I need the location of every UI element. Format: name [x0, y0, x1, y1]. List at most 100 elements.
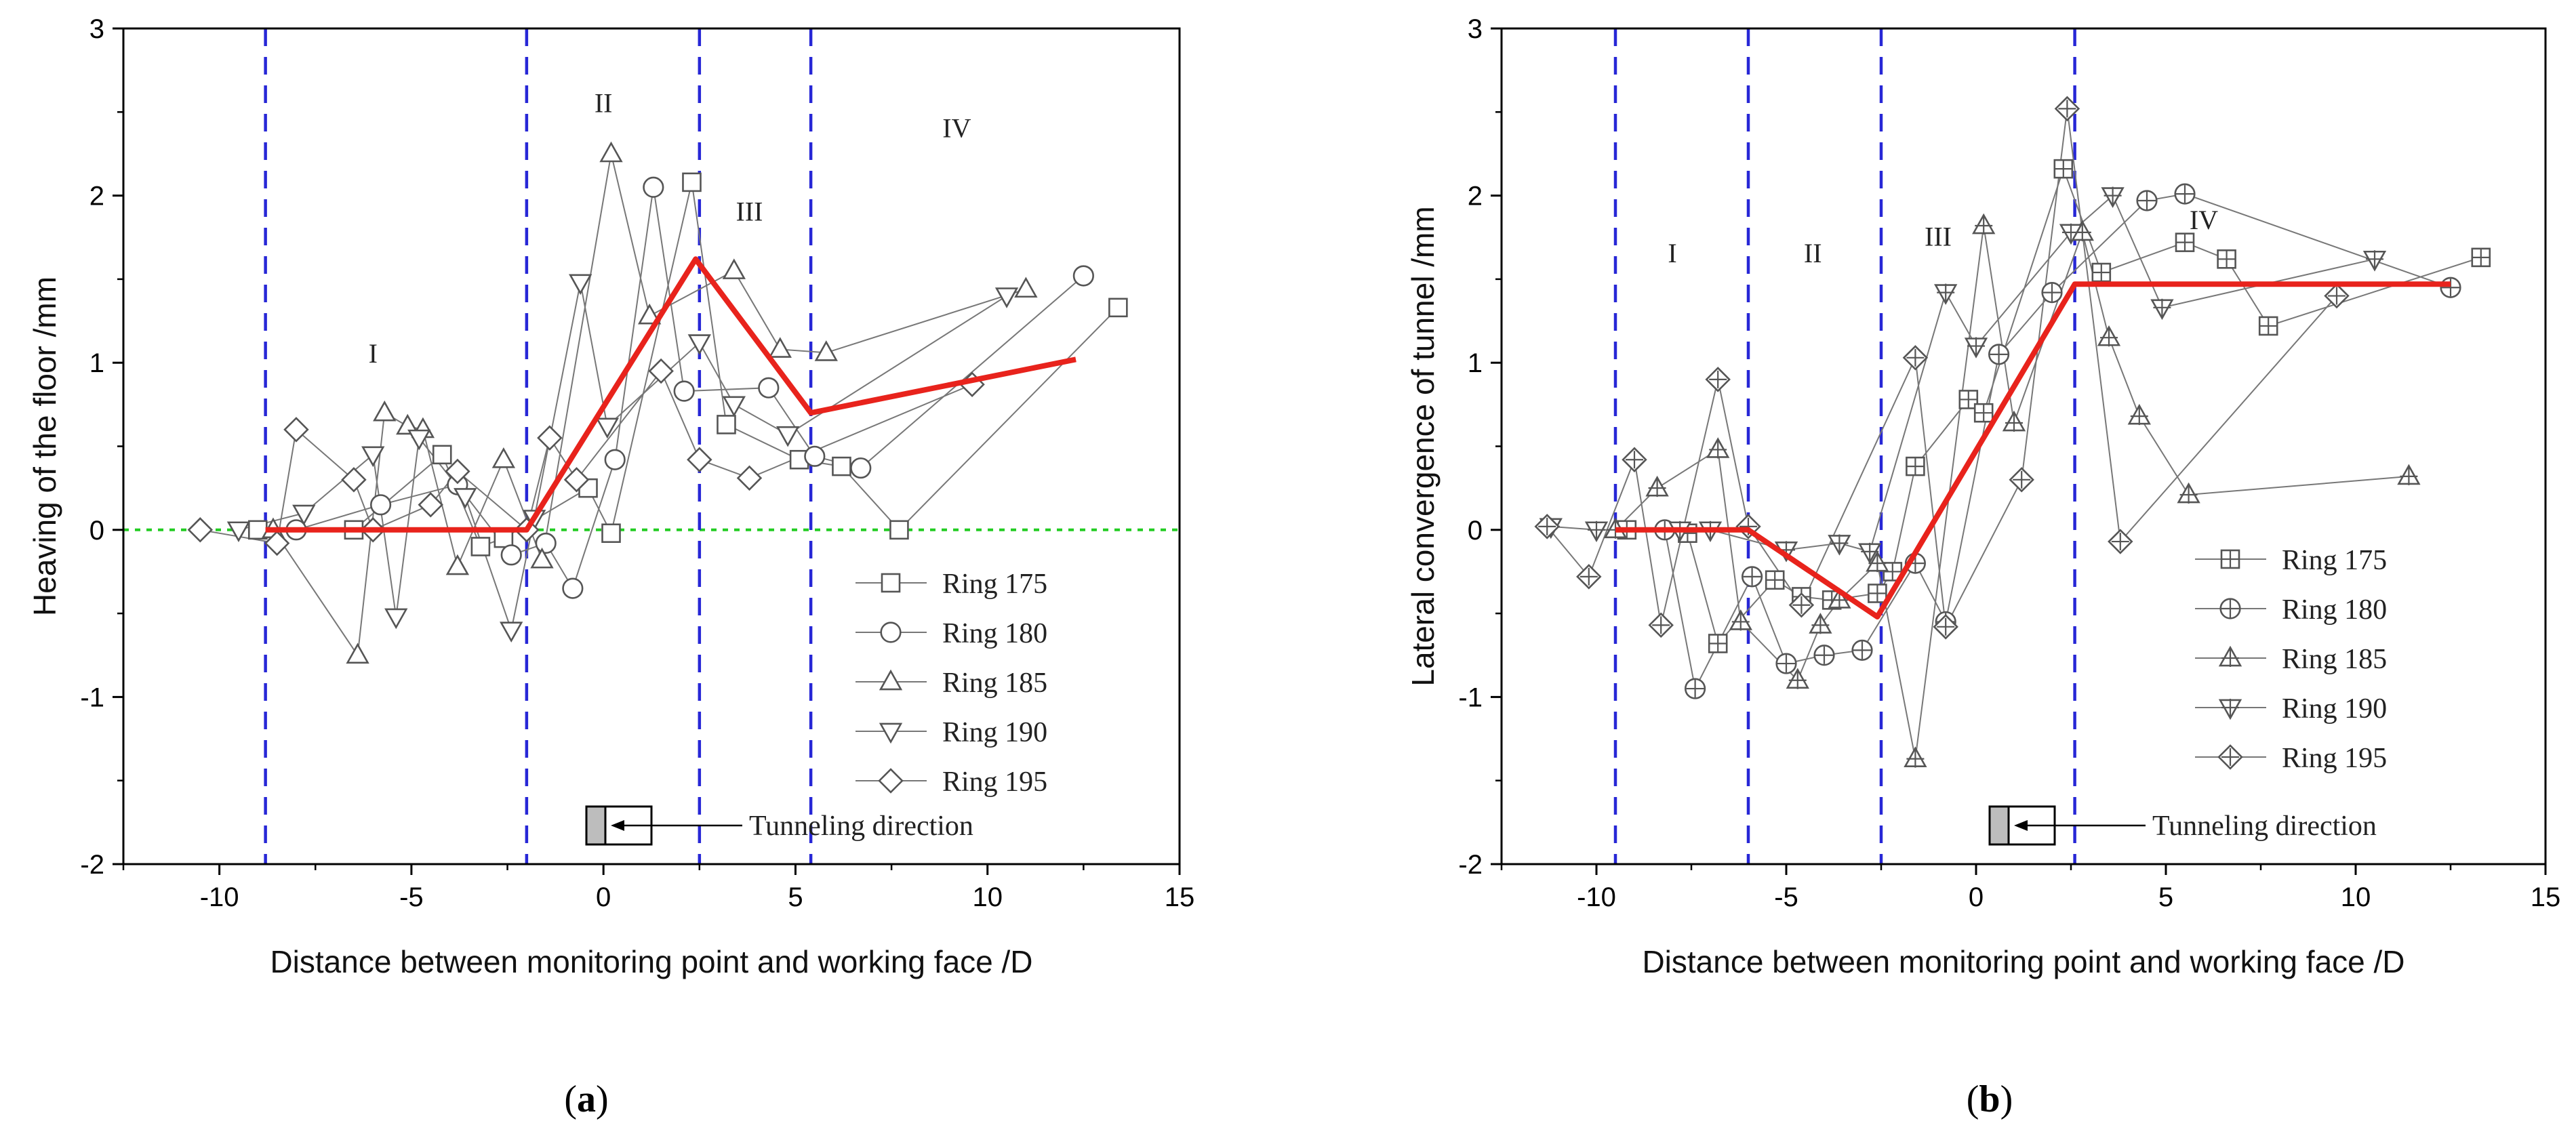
stage-label: IV [942, 113, 971, 143]
legend-marker [2219, 598, 2241, 619]
marker-square [832, 456, 851, 476]
data-point [445, 554, 470, 575]
legend-marker [879, 722, 903, 744]
y-axis-label: Heaving of the floor /mm [27, 277, 62, 616]
data-point [226, 521, 251, 543]
data-point [346, 643, 369, 664]
legend-label: Ring 190 [2282, 693, 2387, 725]
data-point [384, 608, 408, 630]
legend-label: Ring 195 [942, 767, 1047, 798]
data-point [1902, 345, 1929, 371]
marker-diamond [563, 467, 590, 493]
data-point [2009, 467, 2034, 493]
x-axis-label: Distance between monitoring point and wo… [270, 944, 1032, 979]
marker-diamond [736, 465, 763, 491]
marker-square [601, 523, 621, 544]
y-tick-label: 2 [1468, 182, 1483, 211]
data-point [563, 467, 590, 493]
data-point [2174, 183, 2196, 205]
stage-label: III [736, 197, 763, 227]
marker-diamond [537, 425, 563, 451]
data-point [768, 337, 792, 358]
data-point [1648, 612, 1674, 638]
marker-diamond [648, 358, 674, 384]
y-tick-label: 2 [89, 182, 104, 211]
data-point [187, 517, 214, 543]
data-point [1742, 566, 1763, 588]
data-point [562, 577, 584, 599]
data-point [1645, 475, 1669, 497]
data-point [1014, 277, 1038, 298]
legend-label: Ring 180 [2282, 594, 2387, 626]
series-line [200, 369, 973, 544]
tunneling-direction-label: Tunneling direction [749, 811, 973, 842]
marker-triangle-down [226, 521, 251, 543]
direction-arrow-head [611, 820, 624, 831]
marker-diamond [341, 467, 367, 493]
data-point [814, 340, 838, 361]
data-point [1072, 265, 1094, 287]
y-tick-label: 3 [1468, 14, 1483, 44]
marker-circle [500, 544, 522, 566]
data-point [1108, 298, 1128, 318]
marker-square [432, 445, 452, 465]
data-point [2217, 249, 2236, 269]
marker-triangle [722, 258, 746, 279]
caption-letter: a [577, 1078, 596, 1120]
shield-block [1988, 805, 2010, 846]
marker-triangle-down [994, 287, 1019, 308]
data-point [2053, 159, 2074, 179]
data-point [500, 544, 522, 566]
legend-label: Ring 175 [2282, 545, 2387, 576]
x-axis-label: Distance between monitoring point and wo… [1642, 944, 2404, 979]
data-point [569, 274, 592, 295]
data-point [717, 415, 736, 434]
legend: Ring 175 Ring 180 Ring 185 Ring 190 Ring 195 [2195, 545, 2387, 774]
tunneling-direction-annotation: Tunneling direction [1988, 805, 2377, 846]
series-line [1615, 225, 2409, 759]
marker-circle [673, 380, 695, 402]
data-point [2059, 223, 2083, 245]
marker-diamond [445, 458, 470, 485]
data-point [373, 400, 397, 422]
x-tick-label: -10 [1577, 882, 1616, 912]
data-point [535, 532, 557, 554]
panel-caption: (a) [564, 1078, 608, 1120]
data-point [264, 530, 290, 556]
y-tick-label: -2 [1458, 850, 1483, 880]
data-point [537, 425, 563, 451]
marker-circle [1072, 265, 1094, 287]
marker-triangle [637, 303, 662, 325]
shield-block [585, 805, 607, 846]
legend-marker [2220, 549, 2240, 569]
x-tick-label: 0 [596, 882, 611, 912]
marker-triangle [768, 337, 792, 358]
legend-marker [2217, 744, 2243, 770]
data-point [2362, 250, 2387, 272]
marker-triangle-down [361, 446, 385, 468]
data-point [369, 494, 392, 516]
y-tick-label: -2 [80, 850, 104, 880]
y-tick-label: 1 [89, 348, 104, 378]
data-point [530, 547, 554, 569]
data-point [418, 492, 443, 518]
data-point [2108, 529, 2133, 554]
data-point [1828, 588, 1851, 609]
marker-triangle-down [569, 274, 592, 295]
marker-diamond [418, 492, 443, 518]
x-tick-label: 5 [788, 882, 803, 912]
data-point [2150, 298, 2174, 321]
direction-arrow-head [2014, 820, 2028, 831]
data-point [1964, 337, 1988, 359]
data-point [1775, 653, 1797, 674]
legend-label: Ring 180 [942, 618, 1047, 649]
marker-diamond [283, 417, 309, 443]
marker-circle [643, 176, 664, 198]
trend-line [1615, 281, 2451, 620]
data-point [648, 358, 674, 384]
data-point [2258, 316, 2278, 336]
data-point [889, 520, 909, 540]
data-point [2440, 277, 2461, 298]
y-tick-label: 0 [1468, 516, 1483, 546]
